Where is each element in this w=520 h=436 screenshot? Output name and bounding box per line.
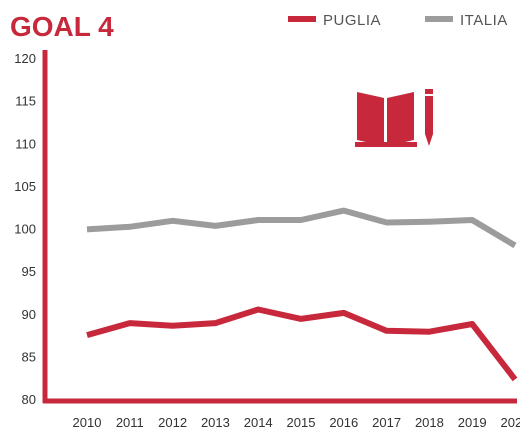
y-tick-label: 80 — [22, 392, 36, 407]
x-tick-label: 2010 — [73, 415, 102, 430]
x-tick-label: 2018 — [415, 415, 444, 430]
y-tick-label: 100 — [14, 222, 36, 237]
x-tick-label: 2016 — [329, 415, 358, 430]
legend: PUGLIA ITALIA — [288, 12, 508, 29]
x-tick-label: 2019 — [458, 415, 487, 430]
y-tick-label: 85 — [22, 349, 36, 364]
x-tick-label: 2015 — [287, 415, 316, 430]
x-tick-label: 2017 — [372, 415, 401, 430]
y-tick-label: 90 — [22, 307, 36, 322]
chart-title: GOAL 4 — [10, 11, 114, 42]
y-tick-label: 115 — [15, 94, 36, 109]
series-lines — [86, 207, 518, 382]
legend-label-italia: ITALIA — [460, 12, 508, 29]
y-tick-label: 105 — [14, 179, 36, 194]
y-tick-label: 120 — [14, 51, 36, 66]
x-tick-label: 2013 — [201, 415, 230, 430]
x-tick-label: 2014 — [244, 415, 273, 430]
x-tick-label: 2012 — [158, 415, 187, 430]
y-tick-label: 110 — [15, 136, 36, 151]
book-pencil-icon — [355, 89, 433, 147]
y-tick-label: 95 — [22, 264, 36, 279]
x-tick-labels: 2010 2011 2012 2013 2014 2015 2016 2017 2018 2019… — [73, 415, 520, 430]
series-line-italia — [86, 207, 517, 249]
y-tick-labels: 80 85 90 95 100 105 110 115 120 — [14, 51, 36, 407]
series-line-puglia — [86, 306, 518, 382]
legend-label-puglia: PUGLIA — [323, 12, 381, 29]
x-tick-label: 2011 — [116, 415, 144, 430]
